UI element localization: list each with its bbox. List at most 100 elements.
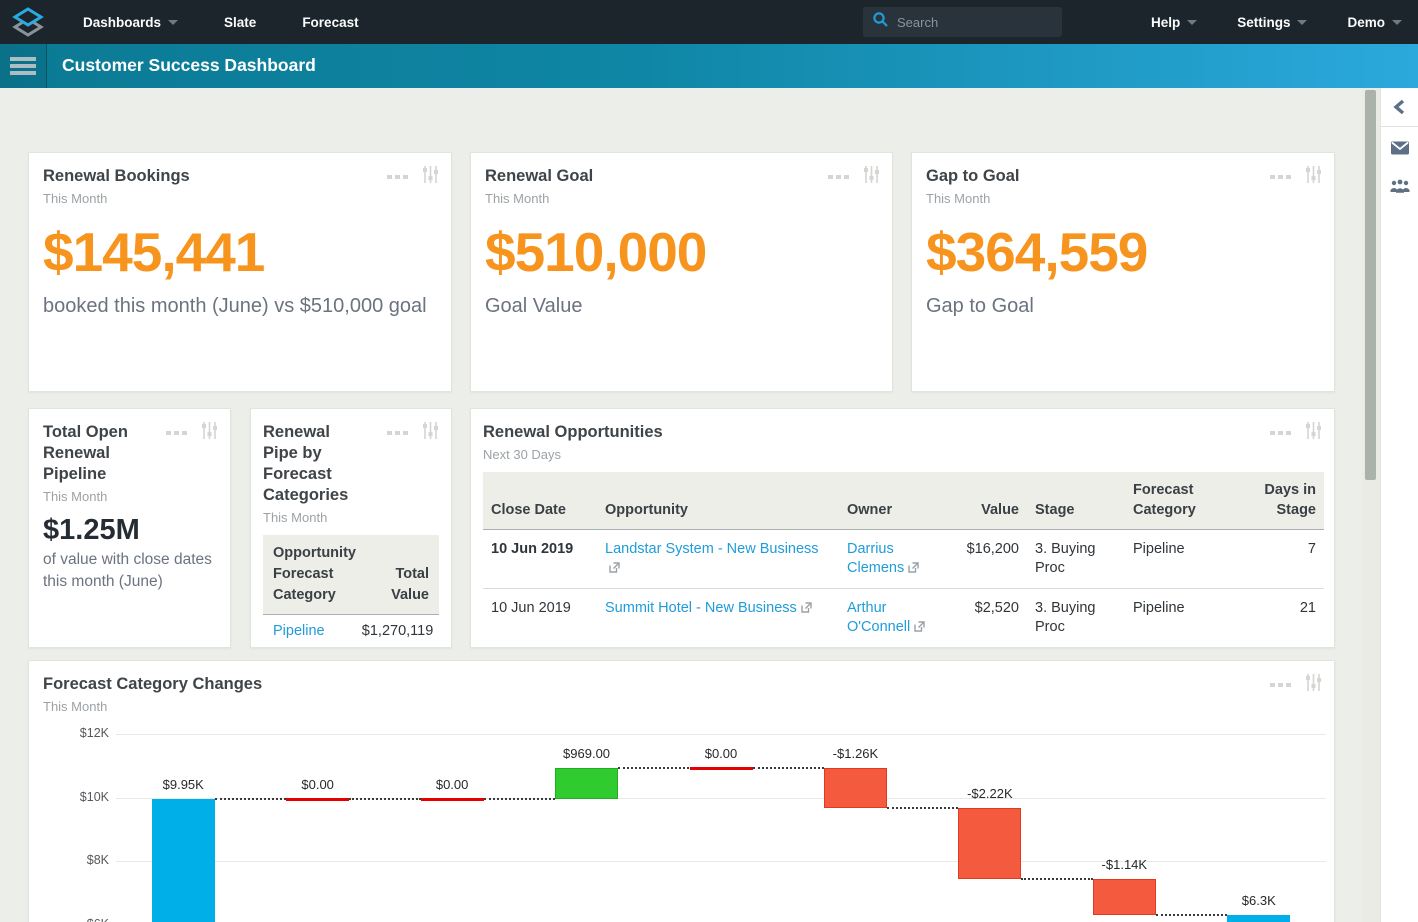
stage: 3. Buying Proc xyxy=(1027,588,1125,647)
search-input[interactable] xyxy=(897,14,1047,30)
nav-help[interactable]: Help xyxy=(1150,14,1198,30)
card-title: Gap to Goal xyxy=(926,167,1020,185)
nav-demo[interactable]: Demo xyxy=(1347,15,1402,30)
table-header-row: Close Date Opportunity Owner Value Stage… xyxy=(483,472,1324,530)
card-menu-icon[interactable] xyxy=(825,175,849,179)
search-box[interactable] xyxy=(863,7,1062,37)
kpi-description: booked this month (June) vs $510,000 goa… xyxy=(43,295,427,318)
column-header-opportunity: Opportunity xyxy=(597,472,839,530)
nav-dashboards[interactable]: Dashboards xyxy=(83,14,179,30)
waterfall-bar[interactable] xyxy=(823,768,887,809)
card-period: This Month xyxy=(43,191,108,207)
kpi-description: Gap to Goal xyxy=(926,295,1034,318)
bar-value-label: $6.3K xyxy=(1241,893,1276,908)
waterfall-bar[interactable] xyxy=(958,808,1022,879)
card-menu-icon[interactable] xyxy=(1267,683,1291,687)
opportunity-link[interactable]: Summit Hotel - New Business xyxy=(605,599,797,616)
waterfall-zero-marker[interactable] xyxy=(286,798,350,802)
search-icon xyxy=(872,11,889,33)
y-axis-tick-label: $10K xyxy=(79,789,109,804)
gridline xyxy=(116,734,1326,735)
bar-value-label: $969.00 xyxy=(563,746,611,762)
card-menu-icon[interactable] xyxy=(384,175,408,179)
hamburger-icon xyxy=(10,54,36,78)
y-axis-tick-label: $12K xyxy=(79,726,109,740)
app-logo-icon[interactable] xyxy=(10,7,46,37)
card-title: Renewal Pipe by Forecast Categories xyxy=(263,423,349,505)
filters-icon[interactable] xyxy=(201,421,218,445)
waterfall-bar[interactable] xyxy=(151,799,215,922)
column-header-days-in-stage: Days in Stage xyxy=(1237,472,1324,530)
card-menu-icon[interactable] xyxy=(163,431,187,435)
opportunity-value: $11,660 xyxy=(941,647,1027,648)
forecast-category: Pipeline xyxy=(1125,529,1237,589)
utility-nav: Help Settings Demo xyxy=(1111,0,1402,44)
nav-help-label: Help xyxy=(1150,14,1181,30)
waterfall-zero-marker[interactable] xyxy=(689,767,753,771)
filters-icon[interactable] xyxy=(863,165,880,189)
forecast-category: Pipeline xyxy=(1125,647,1237,648)
stage: 3. Buying Proc xyxy=(1027,529,1125,589)
nav-forecast-label: Forecast xyxy=(302,14,359,30)
filters-icon[interactable] xyxy=(1305,165,1322,189)
nav-forecast[interactable]: Forecast xyxy=(302,15,358,30)
waterfall-connector xyxy=(1155,914,1228,916)
card-title: Renewal Goal xyxy=(485,167,594,185)
dashboard-header: Customer Success Dashboard xyxy=(0,44,1418,88)
nav-slate[interactable]: Slate xyxy=(224,15,256,30)
card-title: Renewal Opportunities xyxy=(483,423,663,441)
waterfall-connector xyxy=(886,807,959,810)
card-menu-icon[interactable] xyxy=(1267,175,1291,179)
external-link-icon xyxy=(609,560,620,580)
card-menu-icon[interactable] xyxy=(1267,431,1291,435)
waterfall-connector xyxy=(214,798,287,801)
external-link-icon xyxy=(801,600,812,620)
kpi-description: of value with close dates this month (Ju… xyxy=(43,551,212,590)
table-row: 11 Jun 2019 AFC Enterprises - New Busine… xyxy=(483,647,1324,648)
filters-icon[interactable] xyxy=(422,165,439,189)
opportunity-link[interactable]: Landstar System - New Business xyxy=(605,540,819,557)
waterfall-connector xyxy=(752,767,824,770)
bar-value-label: -$2.22K xyxy=(967,786,1013,802)
mail-icon xyxy=(1391,141,1409,155)
filters-icon[interactable] xyxy=(1305,421,1322,445)
card-renewal-opportunities: Renewal Opportunities Next 30 Days Close… xyxy=(470,408,1335,648)
chevron-down-icon xyxy=(1187,19,1198,25)
table-row: Pipeline $1,270,119 xyxy=(263,614,439,647)
card-menu-icon[interactable] xyxy=(384,431,408,435)
y-axis-tick-label: $8K xyxy=(86,853,109,867)
waterfall-zero-marker[interactable] xyxy=(420,798,484,802)
card-renewal-bookings: Renewal Bookings This Month $145,441 boo… xyxy=(28,152,452,392)
nav-settings-label: Settings xyxy=(1237,14,1291,30)
chart-title: Forecast Category Changes xyxy=(43,675,263,693)
bar-value-label: -$1.26K xyxy=(832,746,879,762)
owner-link[interactable]: Arthur O'Connell xyxy=(847,599,911,636)
sharing-button[interactable] xyxy=(1381,167,1418,205)
card-forecast-category-changes: Forecast Category Changes This Month Val… xyxy=(28,660,1335,922)
scrollbar-thumb[interactable] xyxy=(1365,90,1376,480)
opportunity-value: $16,200 xyxy=(941,529,1027,589)
gridline xyxy=(116,797,1326,799)
days-in-stage: 2 xyxy=(1237,647,1324,648)
nav-settings[interactable]: Settings xyxy=(1237,14,1308,30)
category-link[interactable]: Pipeline xyxy=(273,623,325,640)
card-period: This Month xyxy=(485,191,550,207)
waterfall-bar[interactable] xyxy=(1092,878,1156,915)
collapse-panel-button[interactable] xyxy=(1381,88,1418,126)
nav-dashboards-label: Dashboards xyxy=(83,14,162,30)
chart-period: This Month xyxy=(43,699,108,715)
primary-nav: Dashboards Slate Forecast xyxy=(83,0,405,44)
kpi-value: $145,441 xyxy=(43,221,265,284)
filters-icon[interactable] xyxy=(422,421,439,445)
waterfall-bar[interactable] xyxy=(1227,915,1291,922)
email-button[interactable] xyxy=(1381,129,1418,167)
owner-link[interactable]: Darrius Clemens xyxy=(847,540,905,577)
external-link-icon xyxy=(908,560,919,580)
waterfall-bar[interactable] xyxy=(555,768,619,800)
filters-icon[interactable] xyxy=(1305,673,1322,697)
bar-value-label: $0.00 xyxy=(301,777,334,793)
vertical-scrollbar[interactable] xyxy=(1362,88,1380,922)
category-value: $1,270,119 xyxy=(359,614,439,647)
page-title: Customer Success Dashboard xyxy=(62,55,316,75)
hamburger-menu-button[interactable] xyxy=(0,44,47,88)
